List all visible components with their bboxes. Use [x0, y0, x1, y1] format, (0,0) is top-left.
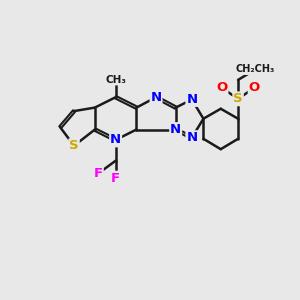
Text: CH₃: CH₃ — [105, 75, 126, 85]
Text: F: F — [111, 172, 120, 184]
Text: O: O — [249, 82, 260, 94]
Text: N: N — [170, 123, 181, 136]
Text: S: S — [69, 139, 79, 152]
Text: CH₂CH₃: CH₂CH₃ — [236, 64, 275, 74]
Text: O: O — [216, 82, 227, 94]
Text: N: N — [151, 91, 162, 104]
Text: N: N — [186, 93, 197, 106]
Text: S: S — [233, 92, 243, 105]
Text: F: F — [94, 167, 103, 180]
Text: N: N — [110, 134, 121, 146]
Text: N: N — [186, 131, 197, 144]
